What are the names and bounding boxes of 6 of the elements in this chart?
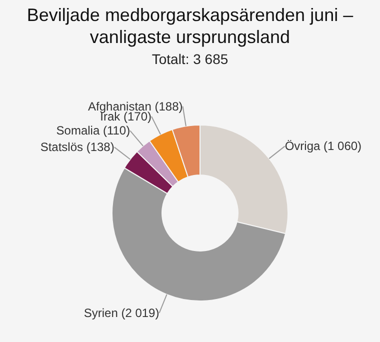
slice-label: Syrien (2 019): [84, 306, 160, 320]
chart-title: Beviljade medborgarskapsärenden juni – vanligaste ursprungsland: [26, 4, 354, 48]
chart-subtitle: Totalt: 3 685: [150, 51, 230, 67]
slice-label: Övriga (1 060): [284, 139, 362, 154]
slice-label: Somalia (110): [56, 124, 130, 138]
slice-label: Statslös (138): [40, 140, 114, 154]
